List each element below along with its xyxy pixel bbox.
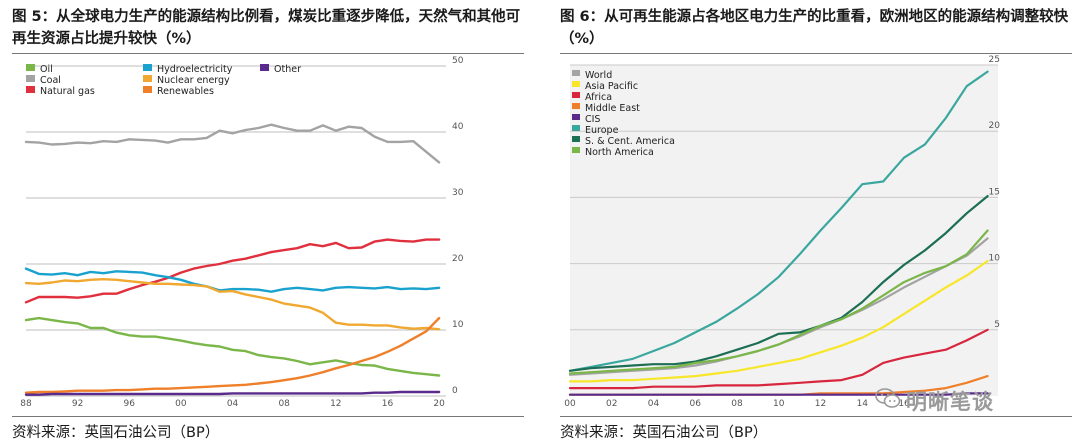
legend-label-coal: Coal [40,75,61,86]
y-tick-label: 10 [989,254,1001,264]
left-caption-rule [12,53,524,54]
series-line-asia-pacific [568,259,989,383]
x-tick-label: 14 [857,399,869,409]
series-line-africa [568,328,989,390]
legend-label-renewables: Renewables [157,86,214,97]
wechat-icon [875,388,901,408]
x-tick-label: 04 [648,399,660,409]
legend-swatch-natural-gas [26,86,35,93]
x-tick-label: 04 [227,399,239,409]
legend-label-s-cent-america: S. & Cent. America [585,136,675,147]
x-tick-label: 06 [690,399,702,409]
series-line-coal [24,123,441,164]
legend-swatch-nuclear-energy [143,75,152,82]
left-figure-caption: 图 5：从全球电力生产的能源结构比例看，煤炭比重逐步降低，天然气和其他可再生资源… [12,9,521,47]
x-tick-label: 00 [564,399,576,409]
right-source-note: 资料来源：英国石油公司（BP） [560,425,768,441]
left-source-note: 资料来源：英国石油公司（BP） [12,425,220,441]
x-tick-label: 88 [20,399,32,409]
legend-label-cis: CIS [585,114,600,125]
legend-swatch-hydroelectricity [143,64,152,71]
y-tick-label: 30 [452,188,464,198]
y-tick-label: 0 [452,386,458,396]
legend-label-natural-gas: Natural gas [40,86,95,97]
series-line-north-america [568,229,989,375]
legend-swatch-s-cent-america [572,136,580,142]
series-line-europe [568,70,989,372]
y-tick-label: 50 [452,56,464,66]
legend-label-north-america: North America [585,147,654,158]
series-line-other [24,390,441,396]
energy-mix-chart: 0 10 20 30 40 50 88 92 96 00 04 08 12 16 20 OilCoalNatu… [20,56,464,409]
legend-label-hydroelectricity: Hydroelectricity [157,64,233,75]
legend-swatch-europe [572,125,580,131]
legend-swatch-renewables [143,86,152,93]
legend-swatch-north-america [572,147,580,153]
legend-label-europe: Europe [585,125,619,136]
series-line-renewables [24,316,441,394]
y-tick-label: 20 [989,121,1001,131]
legend-label-world: World [585,70,612,81]
legend-swatch-world [572,70,580,76]
series-line-hydroelectricity [24,267,441,293]
legend-swatch-coal [26,75,35,82]
x-tick-label: 16 [382,399,394,409]
legend-label-asia-pacific: Asia Pacific [585,81,638,92]
legend-swatch-middle-east [572,103,580,109]
x-tick-label: 20 [433,399,445,409]
y-tick-label: 25 [989,55,1000,65]
series-line-natural-gas [24,238,441,304]
right-caption-rule [560,53,1072,54]
watermark-text: 明晰笔谈 [906,390,994,414]
x-tick-label: 92 [72,399,83,409]
right-figure-panel: 图 6：从可再生能源占各地区电力生产的比重看，欧洲地区的能源结构调整较快（%） … [548,0,1080,445]
left-source-rule [12,416,524,417]
plot-area [570,65,998,396]
series-line-s-cent-america [568,195,989,372]
legend-swatch-oil [26,64,35,71]
right-figure-caption: 图 6：从可再生能源占各地区电力生产的比重看，欧洲地区的能源结构调整较快（%） [560,9,1069,47]
x-tick-label: 10 [773,399,785,409]
legend-swatch-other [260,64,269,71]
legend-label-africa: Africa [585,92,612,103]
legend-swatch-asia-pacific [572,81,580,87]
y-tick-label: 5 [994,320,1000,330]
y-tick-label: 10 [452,320,464,330]
legend-label-oil: Oil [40,64,53,75]
series-line-nuclear-energy [24,277,441,331]
series-line-cis [568,392,989,396]
legend-swatch-cis [572,114,580,120]
x-tick-label: 08 [731,399,743,409]
x-tick-label: 12 [815,399,826,409]
x-tick-label: 00 [175,399,187,409]
y-tick-label: 40 [452,122,464,132]
legend-label-other: Other [274,64,301,75]
y-tick-label: 15 [989,187,1000,197]
x-tick-label: 08 [278,399,290,409]
left-figure-panel: 图 5：从全球电力生产的能源结构比例看，煤炭比重逐步降低，天然气和其他可再生资源… [12,9,524,441]
series-line-oil [24,316,441,377]
x-tick-label: 02 [606,399,617,409]
legend-label-middle-east: Middle East [585,103,640,114]
x-tick-label: 96 [124,399,136,409]
legend-swatch-africa [572,92,580,98]
y-tick-label: 20 [452,254,464,264]
x-tick-label: 12 [330,399,341,409]
x-tick-label: 16 [898,399,910,409]
right-source-rule [560,416,1072,417]
legend-label-nuclear-energy: Nuclear energy [157,75,230,86]
